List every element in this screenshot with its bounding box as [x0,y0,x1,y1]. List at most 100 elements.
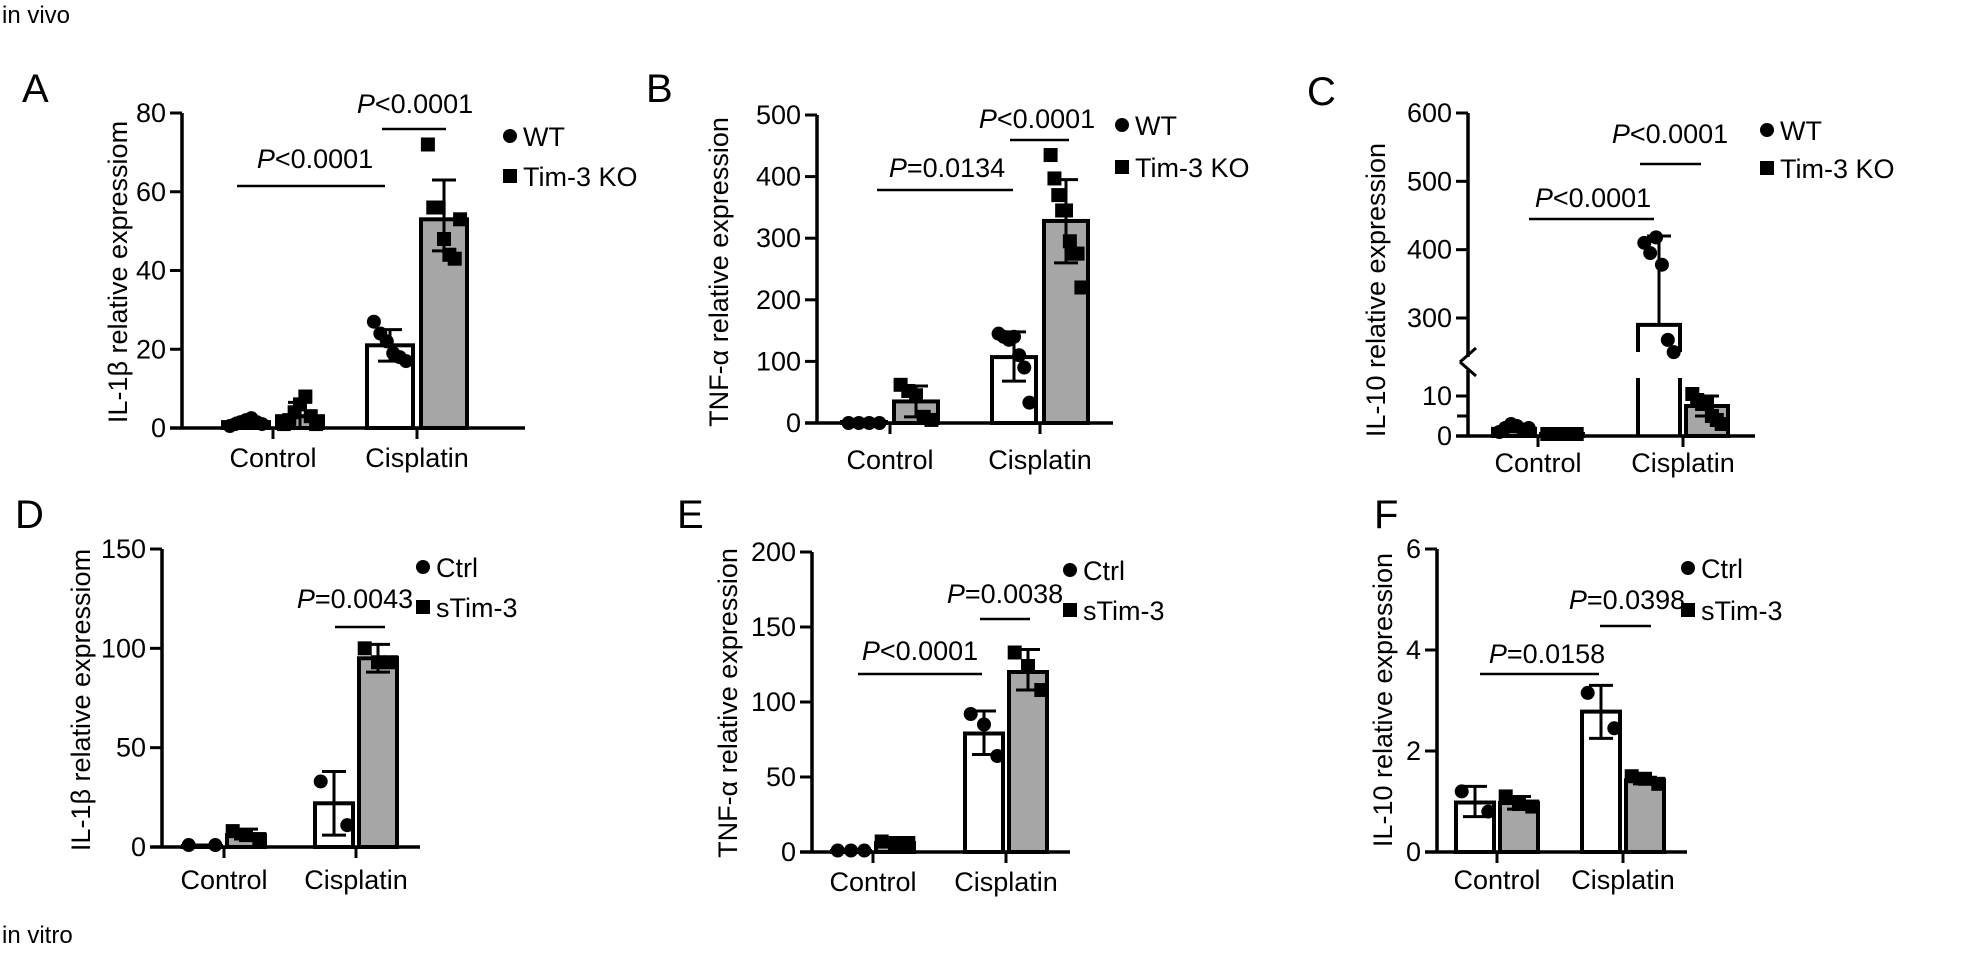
data-point [252,832,267,847]
data-point [431,200,446,215]
p-value: <0.0001 [997,104,1095,134]
bar [1624,778,1666,854]
data-point [366,314,381,329]
y-tick-label: 20 [136,334,166,364]
bar [357,656,399,849]
panel-letter: C [1307,70,1336,114]
y-tick-label: 400 [756,162,801,192]
data-point [181,838,196,853]
data-point [384,655,399,670]
x-tick-label: Cisplatin [988,445,1092,475]
data-point [1070,246,1085,261]
p-value-label: P<0.0001 [257,144,373,174]
p-value: =0.0038 [965,579,1063,609]
legend-circle-icon [503,129,517,143]
legend-label: Tim-3 KO [523,162,638,192]
y-tick-label: 50 [766,762,796,792]
y-tick-label: 0 [131,832,146,862]
data-point [1034,683,1049,697]
legend-square-icon [503,169,517,183]
p-value: =0.0158 [1507,639,1605,669]
y-axis-label: IL-1β relative expressiom [66,549,96,851]
legend-square-icon [1681,603,1695,617]
y-tick-label: 0 [1406,837,1421,867]
data-point [1498,789,1513,804]
legend-circle-icon [1681,561,1695,575]
x-tick-label: Cisplatin [954,867,1058,897]
legend-label: Ctrl [1083,556,1125,586]
x-tick-label: Control [846,445,933,475]
p-symbol: P [297,584,315,614]
p-value: <0.0001 [375,89,473,119]
y-tick-label: 2 [1406,736,1421,766]
panel-letter: D [15,493,44,537]
y-tick-label: 0 [786,408,801,438]
legend-label: sTim-3 [436,593,518,623]
data-point [298,389,313,404]
axis-break-mark [1459,360,1477,378]
x-tick-label: Control [229,443,316,473]
y-tick-label: 0 [151,413,166,443]
data-point [963,707,978,721]
panel-e: E TNF-α relative expression 0 50 100 150 200 Co… [677,493,1165,897]
y-tick-label: 150 [101,534,146,564]
y-tick-label: 50 [116,733,146,763]
legend-square-icon [1760,161,1774,175]
data-point [255,417,270,432]
y-tick-label: 0 [1437,421,1452,451]
p-value: =0.0134 [907,153,1005,183]
data-point [1607,721,1622,736]
y-tick-label: 4 [1406,635,1421,665]
data-point [1580,685,1595,700]
y-tick-label: 300 [1407,303,1452,333]
y-tick-label: 200 [751,537,796,567]
x-tick-label: Cisplatin [304,865,408,895]
data-point [990,749,1005,763]
y-tick-label: 80 [136,98,166,128]
data-point [1017,360,1032,375]
legend-circle-icon [1760,123,1774,137]
legend-label: WT [523,122,565,152]
x-tick-label: Cisplatin [1571,865,1675,895]
panel-letter: E [677,493,704,537]
p-value-label: P=0.0043 [297,584,413,614]
p-symbol: P [979,104,997,134]
panel-letter: F [1374,493,1398,537]
y-tick-label: 6 [1406,534,1421,564]
p-value-label: P<0.0001 [1535,183,1651,213]
data-point [1654,257,1669,272]
x-tick-label: Cisplatin [365,443,469,473]
p-value-label: P=0.0398 [1569,585,1685,615]
y-axis-label: TNF-α relative expression [704,117,734,427]
x-tick-label: Control [1453,865,1540,895]
p-value: <0.0001 [880,636,978,666]
data-point [1643,246,1658,261]
panel-a: A IL-1β relative expressiom 0 20 40 60 80 Contr… [22,67,638,473]
legend-square-icon [1115,160,1129,174]
legend-square-icon [1063,603,1077,617]
legend-square-icon [416,600,430,614]
panel-c: C IL-10 relative expression 0 10 300 400 500 60… [1307,70,1895,478]
panel-letter: A [22,67,49,111]
axis-break-mark [1459,346,1477,364]
panel-letter: B [646,67,673,111]
data-point [1714,417,1729,431]
data-point [453,212,468,227]
data-point [862,416,877,430]
data-point [1074,280,1089,295]
y-tick-label: 100 [756,346,801,376]
p-value-label: P<0.0001 [979,104,1095,134]
x-tick-label: Cisplatin [1631,448,1735,478]
legend-circle-icon [1115,118,1129,132]
data-point [841,416,856,430]
data-point [1651,776,1666,791]
data-point [1637,235,1652,250]
y-tick-label: 400 [1407,235,1452,265]
data-point [379,334,394,349]
panel-b: B TNF-α relative expression 0 100 200 300 400 5… [646,67,1250,475]
data-point [830,843,845,858]
data-point [1666,345,1681,360]
p-value: <0.0001 [1630,119,1728,149]
x-tick-label: Control [1494,448,1581,478]
data-point [1525,799,1540,814]
